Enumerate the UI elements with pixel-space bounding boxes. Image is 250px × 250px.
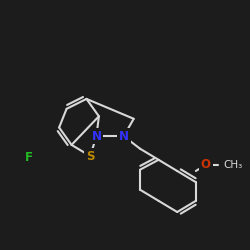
Text: N: N: [92, 130, 102, 143]
Text: O: O: [201, 158, 211, 171]
Text: N: N: [119, 130, 129, 143]
Text: CH₃: CH₃: [223, 160, 242, 170]
Text: S: S: [86, 150, 94, 162]
Text: F: F: [25, 151, 33, 164]
